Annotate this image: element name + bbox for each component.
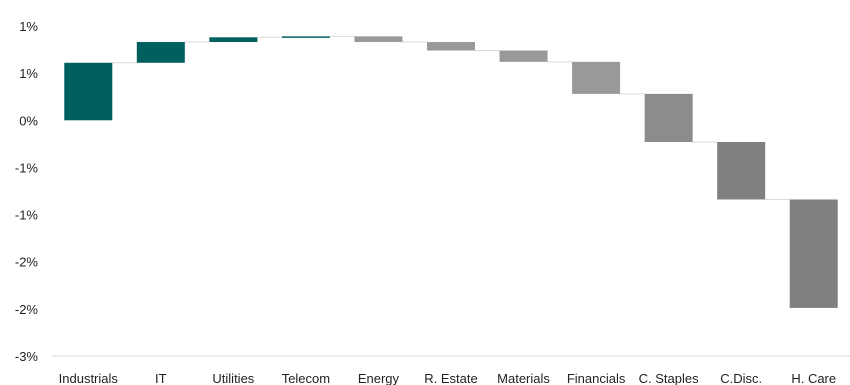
bar [644, 93, 693, 142]
y-axis: 1% 1% 0% -1% -1% -2% -2% -3% [15, 19, 39, 364]
y-tick-label: -1% [15, 160, 39, 175]
bar [427, 42, 475, 51]
bar [789, 199, 838, 308]
bar [499, 50, 548, 62]
bar [136, 42, 185, 63]
bar [281, 36, 330, 38]
bar [717, 141, 766, 200]
x-tick-label: R. Estate [424, 371, 477, 385]
bar [209, 37, 258, 43]
x-tick-label: Energy [358, 371, 400, 385]
x-tick-label: Utilities [212, 371, 254, 385]
y-tick-label: -3% [15, 349, 39, 364]
y-tick-label: -1% [15, 208, 39, 223]
x-tick-label: Telecom [282, 371, 330, 385]
x-tick-label: IT [155, 371, 167, 385]
y-tick-label: 1% [19, 19, 38, 34]
y-tick-label: -2% [15, 302, 39, 317]
x-tick-label: Financials [567, 371, 626, 385]
y-tick-label: 1% [19, 66, 38, 81]
bar [354, 36, 403, 43]
x-tick-label: Materials [497, 371, 550, 385]
x-tick-label: Industrials [59, 371, 119, 385]
bar [64, 62, 113, 121]
bars [64, 36, 838, 308]
x-tick-label: H. Care [791, 371, 836, 385]
x-axis: Industrials IT Utilities Telecom Energy R. Es… [52, 355, 850, 385]
bar [572, 61, 621, 94]
connector-lines [112, 35, 790, 200]
y-tick-label: 0% [19, 113, 38, 128]
y-tick-label: -2% [15, 255, 39, 270]
x-tick-label: C.Disc. [720, 371, 762, 385]
x-tick-label: C. Staples [639, 371, 699, 385]
